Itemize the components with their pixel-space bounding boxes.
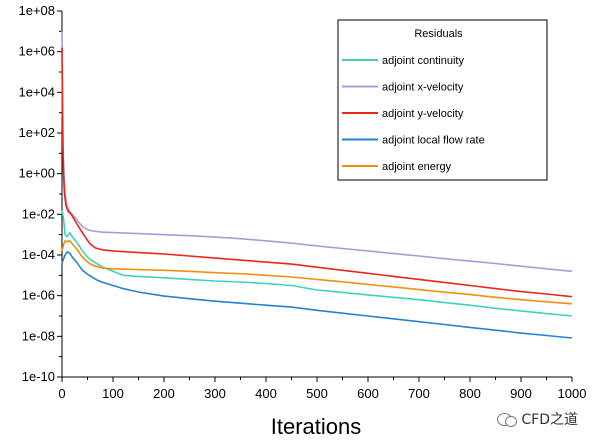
y-tick-label: 1e-08 <box>22 328 55 343</box>
x-tick-label: 400 <box>255 386 277 401</box>
y-tick-label: 1e-10 <box>22 369 55 384</box>
y-tick-label: 1e-06 <box>22 288 55 303</box>
legend-title: Residuals <box>414 28 463 40</box>
y-tick-label: 1e-04 <box>22 247 55 262</box>
x-tick-label: 800 <box>459 386 481 401</box>
y-tick-label: 1e+04 <box>18 84 55 99</box>
legend-entry: adjoint y-velocity <box>382 108 464 120</box>
series-line-adjoint-continuity <box>61 210 573 317</box>
y-tick-label: 1e+00 <box>18 166 55 181</box>
y-tick-label: 1e+06 <box>18 44 55 59</box>
x-tick-label: 1000 <box>558 386 587 401</box>
y-tick-label: 1e+02 <box>18 125 55 140</box>
watermark-text: CFD之道 <box>521 412 578 428</box>
x-axis-title: Iterations <box>271 414 362 439</box>
legend-entry: adjoint local flow rate <box>382 135 485 147</box>
series-line-adjoint-y-velocity <box>61 47 573 298</box>
watermark: CFD之道 <box>497 409 578 429</box>
series-line-adjoint-energy <box>61 240 573 305</box>
x-tick-label: 0 <box>58 386 65 401</box>
y-tick-label: 1e+08 <box>18 3 55 18</box>
plot-axes: 1e+08 1e+06 1e+04 1e+02 1e+00 1e-02 1e-04 1e-06… <box>18 3 586 401</box>
legend-entry: adjoint energy <box>382 161 452 173</box>
series-line-adjoint-x-velocity <box>61 31 573 273</box>
wechat-icon <box>497 411 518 427</box>
y-tick-label: 1e-02 <box>22 206 55 221</box>
series-lines <box>61 31 573 339</box>
legend: Residuals adjoint continuity adjoint x-vel… <box>337 19 548 181</box>
legend-entry: adjoint x-velocity <box>382 82 464 94</box>
x-tick-label: 300 <box>204 386 226 401</box>
legend-box <box>337 19 548 181</box>
legend-entry: adjoint continuity <box>382 55 464 67</box>
x-tick-label: 700 <box>408 386 430 401</box>
x-tick-label: 600 <box>357 386 379 401</box>
x-tick-label: 200 <box>153 386 175 401</box>
x-tick-label: 500 <box>306 386 328 401</box>
series-line-adjoint-local-flow-rate <box>61 251 573 339</box>
x-tick-label: 900 <box>510 386 532 401</box>
x-tick-label: 100 <box>102 386 124 401</box>
